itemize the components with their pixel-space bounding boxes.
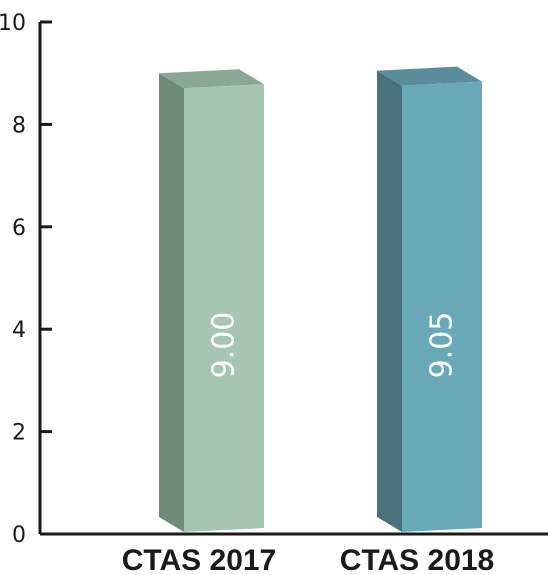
bar-front-face: [402, 81, 482, 532]
x-tick-labels: CTAS 2017 CTAS 2018: [122, 544, 495, 575]
y-ticks: 0 2 4 6 8 10: [0, 11, 52, 548]
y-tick-label: 6: [12, 216, 26, 241]
y-tick-label: 0: [12, 523, 26, 548]
x-tick-label: CTAS 2017: [122, 544, 277, 575]
y-tick-label: 4: [12, 318, 26, 343]
bar-side-face: [377, 70, 402, 532]
bar-data-label: 9.05: [425, 312, 460, 379]
bar-front-face: [184, 84, 264, 532]
bar: 9.05: [377, 66, 482, 532]
bars: 9.00 9.05: [159, 66, 482, 532]
bar: 9.00: [159, 69, 264, 532]
bar-top-face: [377, 66, 482, 86]
bar-top-face: [159, 69, 264, 89]
x-tick-label: CTAS 2018: [340, 544, 495, 575]
y-tick-label: 10: [0, 11, 26, 36]
axes: [38, 22, 548, 536]
y-tick-label: 2: [12, 421, 26, 446]
y-tick-label: 8: [12, 113, 26, 138]
bar-data-label: 9.00: [207, 312, 242, 379]
bar-side-face: [159, 73, 184, 532]
